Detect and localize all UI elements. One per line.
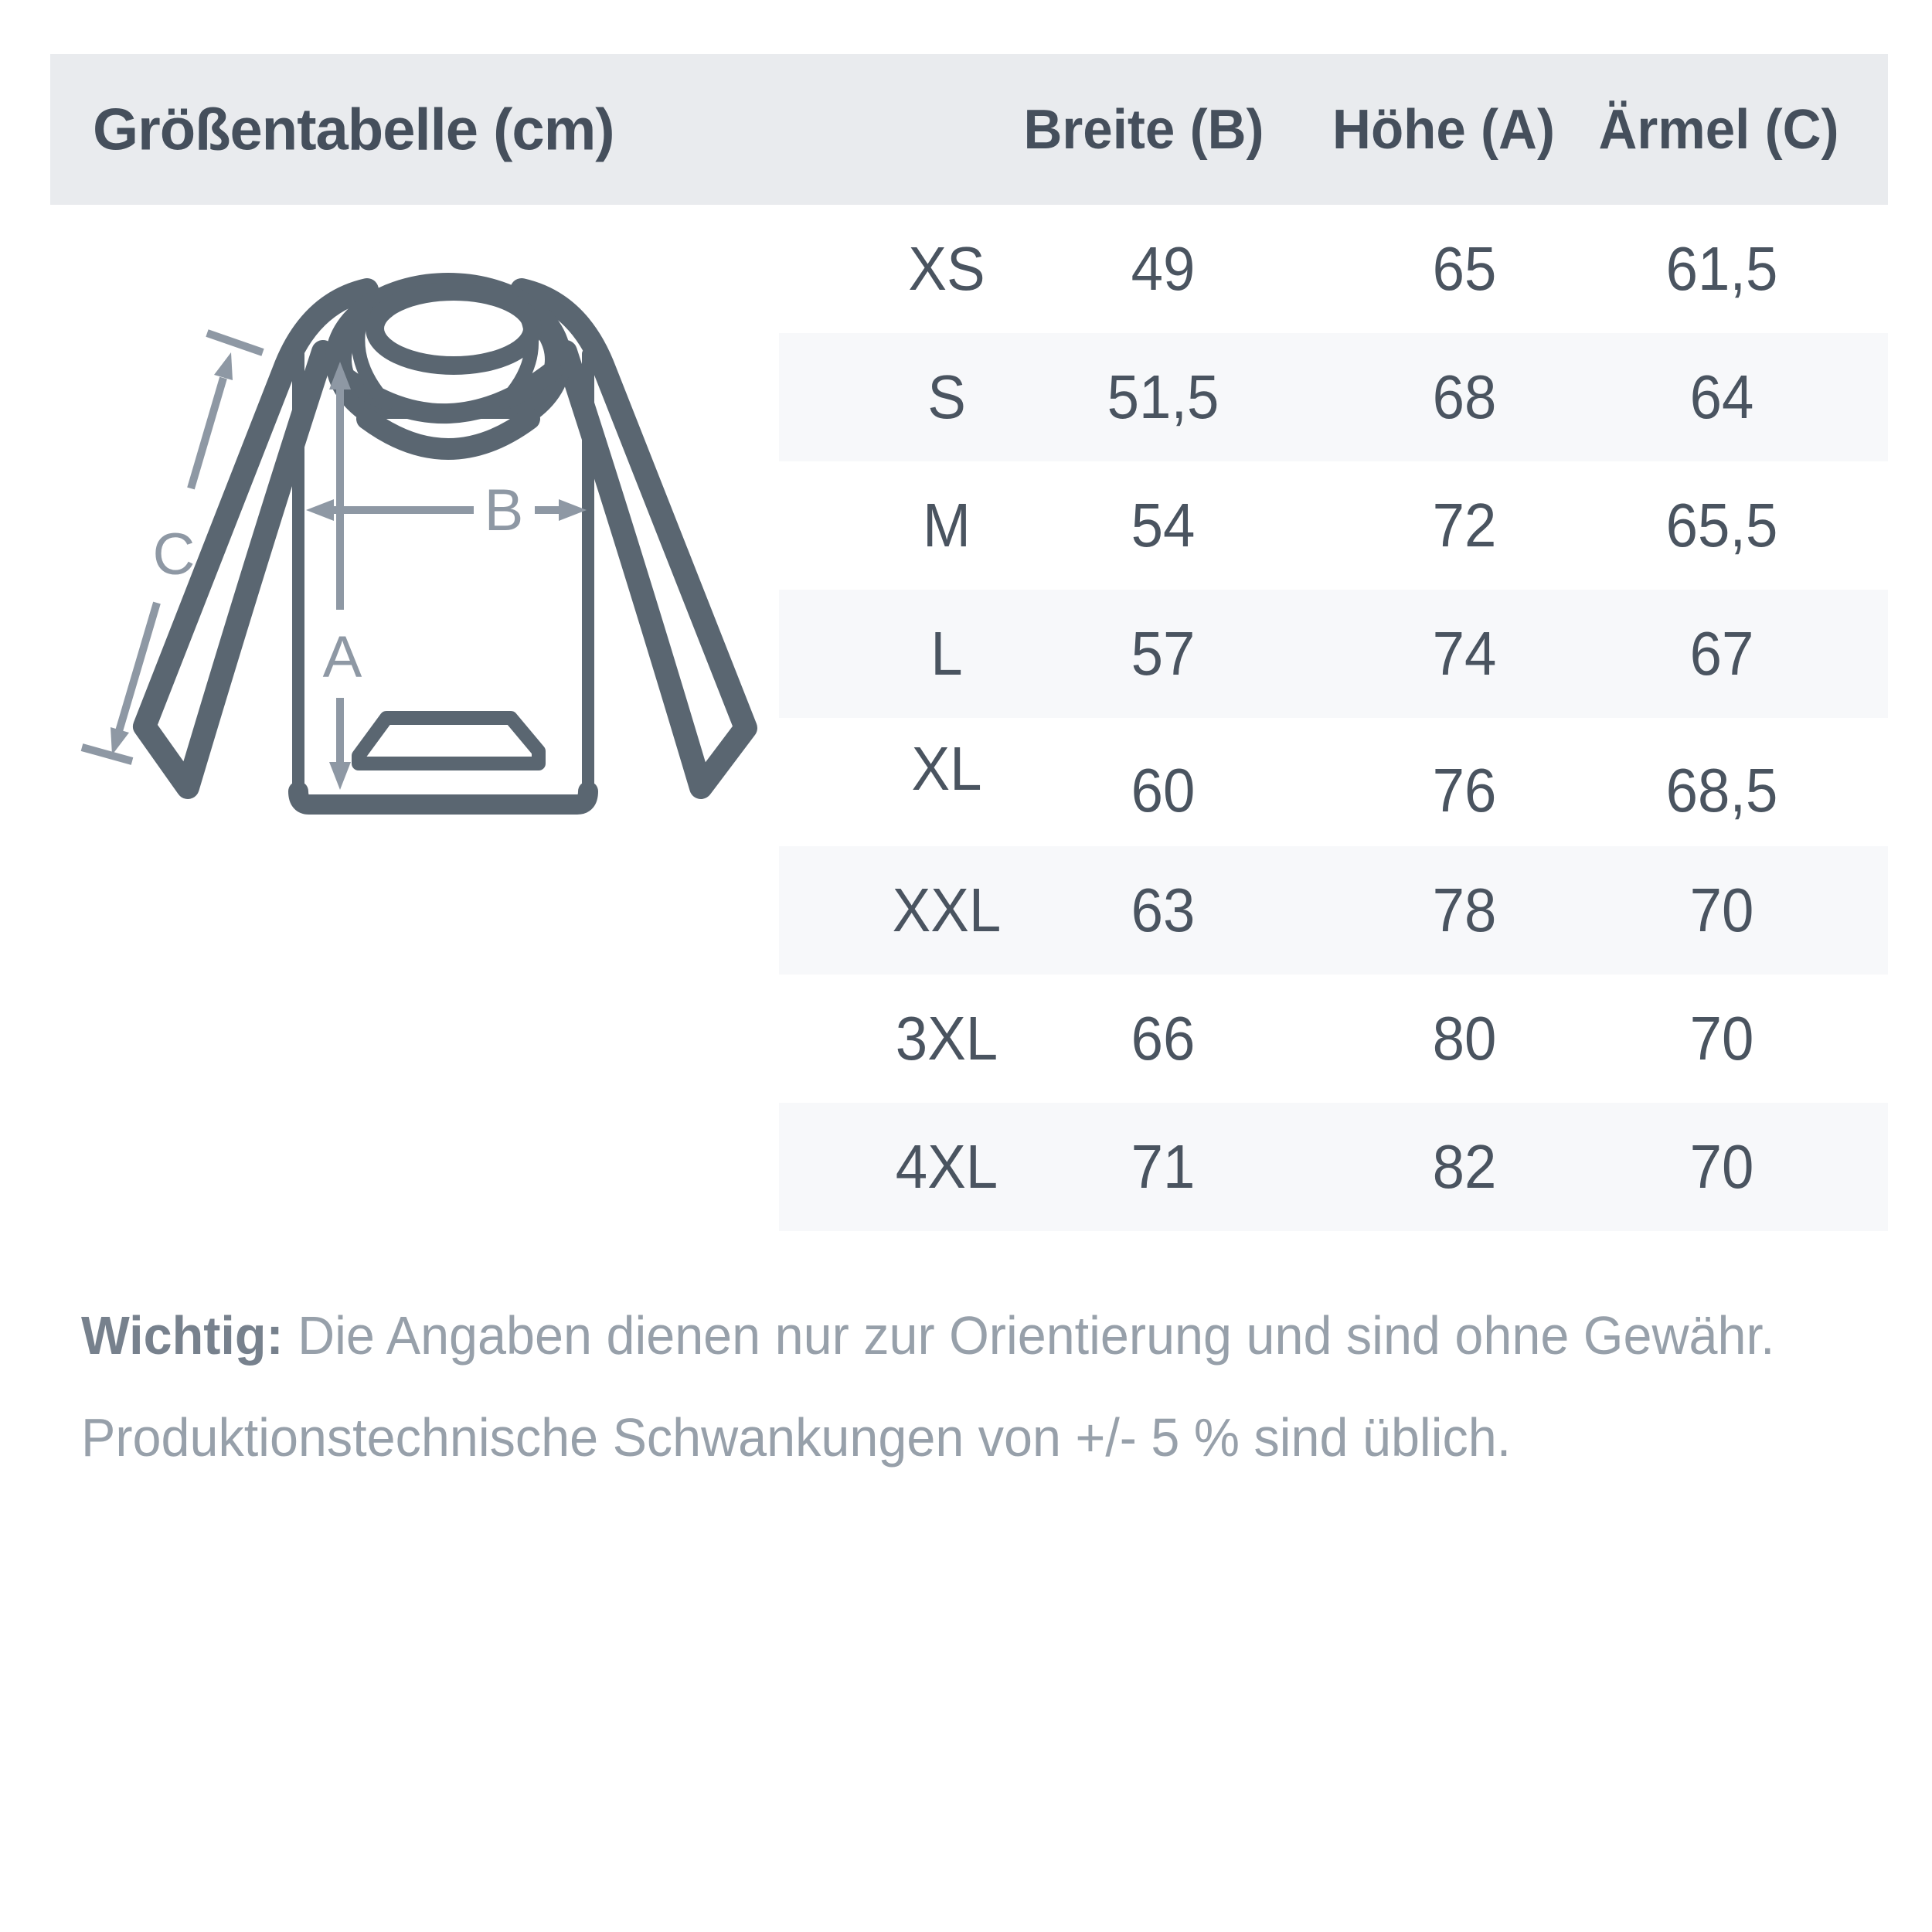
column-header-aermel: Ärmel (C) [1598,98,1839,161]
breite-value: 54 [1131,491,1196,560]
table-row-l: L 57 74 67 [779,590,1888,718]
size-label: XL [911,734,982,803]
arrow-b-head-right [559,499,587,521]
page-title: Größentabelle (cm) [93,97,615,162]
arrow-c-tick-bottom [80,743,134,765]
disclaimer-prefix: Wichtig: [81,1305,284,1366]
aermel-value: 70 [1689,1132,1754,1201]
aermel-value: 64 [1689,362,1754,431]
table-row-xxl: XXL 63 78 70 [779,846,1888,975]
hoehe-value: 82 [1432,1132,1497,1201]
arrow-a-head-top [329,362,351,389]
hood-chin-fold [356,408,540,460]
breite-value: 66 [1131,1004,1196,1073]
hoodie-measurement-diagram: A B C [80,273,757,815]
hood-crease-right [498,296,539,409]
breite-value: 63 [1131,876,1196,944]
hem-outline [288,781,598,815]
hoehe-value: 78 [1432,876,1497,944]
hood-opening [366,282,542,375]
measure-label-a: A [323,624,362,690]
size-label: 3XL [895,1004,998,1073]
measurement-arrows: A B C [80,329,587,790]
table-row-xl: XL 60 76 68,5 [779,718,1888,846]
hoehe-value: 68 [1432,362,1497,431]
size-label: XXL [892,876,1002,944]
arrow-c-head-top [214,352,233,380]
table-header: Größentabelle (cm) Breite (B) Höhe (A) Ä… [50,54,1888,205]
arrow-c-head-bottom [111,727,129,755]
breite-value: 60 [1131,756,1196,825]
size-table: XS 49 65 61,5 S 51,5 68 64 M 54 72 65,5 … [779,205,1888,1231]
hoehe-value: 76 [1432,756,1497,825]
measure-label-c: C [153,522,196,587]
arrow-c-tick-top [206,329,264,356]
table-row-xs: XS 49 65 61,5 [779,205,1888,333]
column-header-breite: Breite (B) [1023,98,1264,161]
size-label: S [927,362,966,431]
disclaimer-note: Wichtig: Die Angaben dienen nur zur Orie… [81,1284,1905,1488]
disclaimer-text-1: Die Angaben dienen nur zur Orientierung … [298,1305,1775,1366]
hoehe-value: 80 [1432,1004,1497,1073]
arrow-c-upper [187,376,227,490]
right-sleeve-outline [510,278,757,799]
size-label: L [930,619,963,688]
disclaimer-line-2: Produktionstechnische Schwankungen von +… [81,1407,1512,1468]
aermel-value: 70 [1689,1004,1754,1073]
aermel-value: 65,5 [1665,491,1778,560]
column-header-hoehe: Höhe (A) [1332,98,1555,161]
measure-label-b: B [485,478,524,543]
arrow-a-head-bottom [329,762,351,790]
hoehe-value: 74 [1432,619,1497,688]
hoehe-value: 72 [1432,491,1497,560]
aermel-value: 67 [1689,619,1754,688]
aermel-value: 70 [1689,876,1754,944]
breite-value: 57 [1131,619,1196,688]
size-label: M [923,491,971,560]
hoehe-value: 65 [1432,234,1497,303]
table-row-s: S 51,5 68 64 [779,333,1888,461]
disclaimer-line-1: Wichtig: Die Angaben dienen nur zur Orie… [81,1284,1814,1386]
aermel-value: 61,5 [1665,234,1778,303]
aermel-value: 68,5 [1665,756,1778,825]
table-row-3xl: 3XL 66 80 70 [779,975,1888,1103]
size-label: 4XL [895,1132,998,1201]
breite-value: 51,5 [1107,362,1219,431]
size-label: XS [908,234,985,303]
table-row-m: M 54 72 65,5 [779,461,1888,590]
table-row-4xl: 4XL 71 82 70 [779,1103,1888,1231]
breite-value: 71 [1131,1132,1196,1201]
pocket-outline [352,711,546,770]
breite-value: 49 [1131,234,1196,303]
hood-crease-left [351,293,393,410]
arrow-c-lower [115,601,161,733]
arrow-b-head-left [306,499,334,521]
left-sleeve-outline [133,278,379,799]
